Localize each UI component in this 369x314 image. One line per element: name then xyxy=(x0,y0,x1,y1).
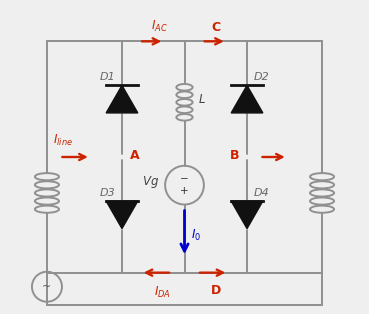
Text: $Vg$: $Vg$ xyxy=(142,174,159,190)
Polygon shape xyxy=(106,85,138,113)
Text: L: L xyxy=(199,93,205,106)
Text: $I_0$: $I_0$ xyxy=(192,228,201,243)
Text: D4: D4 xyxy=(253,188,269,198)
Text: A: A xyxy=(130,149,139,162)
Text: C: C xyxy=(211,20,220,34)
Text: +: + xyxy=(180,186,189,196)
Text: D3: D3 xyxy=(100,188,116,198)
Text: D: D xyxy=(211,284,221,297)
Text: $I_{DA}$: $I_{DA}$ xyxy=(154,285,171,300)
Polygon shape xyxy=(231,85,263,113)
Text: $I_{line}$: $I_{line}$ xyxy=(53,133,73,148)
Text: −: − xyxy=(180,174,189,184)
Text: ~: ~ xyxy=(42,282,52,292)
Text: B: B xyxy=(230,149,239,162)
Text: D2: D2 xyxy=(253,72,269,82)
Polygon shape xyxy=(231,201,263,229)
Text: D1: D1 xyxy=(100,72,116,82)
Text: $I_{AC}$: $I_{AC}$ xyxy=(151,19,168,34)
Polygon shape xyxy=(106,201,138,229)
